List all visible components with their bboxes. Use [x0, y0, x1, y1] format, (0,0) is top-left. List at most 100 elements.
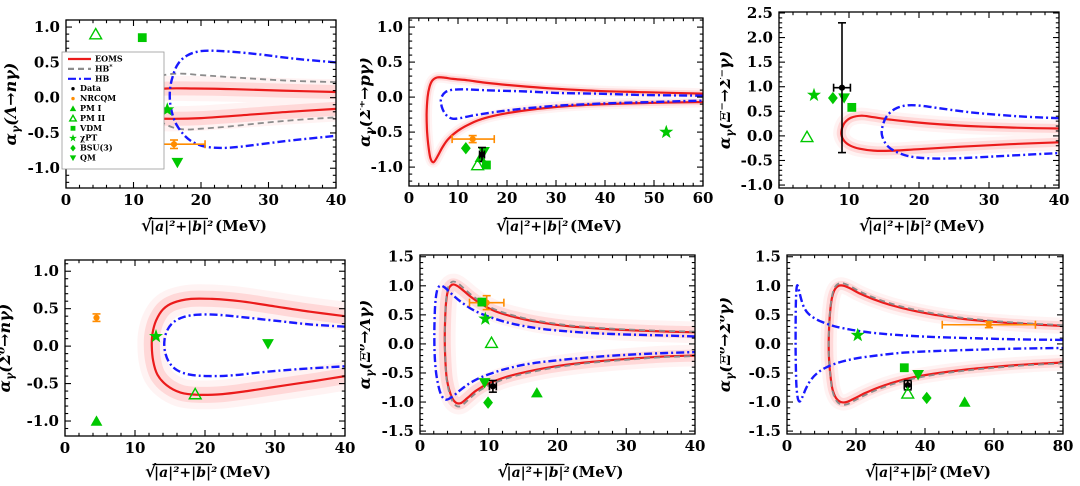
y-tick-label: 1.5 [747, 53, 773, 71]
y-tick-label: -1.0 [27, 412, 59, 430]
legend-item-eoms: EOMS [68, 54, 123, 64]
axis-ticks [419, 255, 696, 434]
marker-data [838, 84, 846, 91]
hb-contour [794, 284, 1063, 403]
x-tick-label: 40 [326, 191, 347, 209]
y-tick-label: -1.0 [371, 158, 403, 176]
y-tick-label: 0.5 [755, 306, 781, 324]
marker-pm-ii [88, 27, 103, 40]
marker-data [489, 383, 496, 390]
marker-bsu-3 [921, 391, 932, 405]
marker-qm [912, 370, 924, 381]
legend-marker-vdm [70, 125, 76, 131]
y-tick-label: 2.0 [747, 29, 773, 47]
marker-vdm [137, 33, 147, 43]
hb-contour [163, 313, 345, 378]
x-tick-label: 10 [125, 439, 146, 457]
marker-qm [262, 339, 274, 350]
y-tick-label: 0.0 [747, 127, 773, 145]
axis-ticks [408, 18, 704, 186]
y-tick-label: 0.0 [388, 335, 414, 353]
legend-marker-qm [69, 155, 77, 162]
x-tick-label: 30 [979, 191, 1000, 209]
panel-sigma-zero-to-n-gamma: 0 10 20 30 40 1.0 0.5 0.0 -0.5 -1.0 αγ(Σ⁰→nγ) √|a|²… [0, 240, 360, 486]
chart-xi-zero-to-lambda-gamma: 0 10 20 30 40 1.5 1.0 0.5 0.0 -0.5 -1.0 -1.5 αγ(Ξ⁰→Λ… [355, 248, 706, 482]
legend-marker-bsu-3 [70, 144, 76, 152]
x-tick-label: 0 [782, 437, 792, 455]
x-axis-label: √|a|²+|b|² (MeV) [865, 462, 991, 482]
marker-pm-i [530, 387, 543, 398]
legend-label: χPT [80, 133, 97, 143]
marker-bsu-3 [483, 396, 493, 409]
marker-pt [160, 102, 175, 116]
y-tick-label: 1.5 [755, 248, 781, 266]
legend-item-pm-ii: PM II [68, 113, 105, 123]
legend-item-hb: HB [68, 73, 110, 83]
y-tick-label: 1.0 [34, 18, 60, 36]
hb-contour [439, 88, 703, 121]
x-axis-label: √|a|²+|b|² (MeV) [141, 216, 267, 236]
y-tick-label: 0.0 [755, 335, 781, 353]
legend-marker-pt [69, 134, 77, 142]
y-tick-label: -0.5 [371, 123, 403, 141]
hb-contour [168, 49, 336, 150]
x-tick-label: 30 [265, 439, 286, 457]
plot-area [421, 71, 703, 168]
legend-item-data: Data [71, 83, 101, 93]
y-tick-label: 0.5 [34, 53, 60, 71]
legend-label: PM I [80, 103, 102, 113]
x-tick-label: 20 [497, 189, 518, 207]
chart-sigma-plus-to-p-gamma: 0 10 20 30 40 50 60 1.0 0.5 0.0 -0.5 -1.0 αγ(Σ⁺→pγ) √… [355, 17, 714, 236]
legend-item-nrcqm: NRCQM [71, 93, 116, 103]
marker-pm-i [90, 415, 103, 426]
y-axis-label: αγ(Ξ⁰→Σ⁰γ) [720, 297, 737, 392]
unit-label: (MeV) [939, 463, 991, 481]
x-tick-label: 10 [123, 191, 144, 209]
radical-sign: √ [141, 216, 153, 236]
y-tick-label: -0.5 [27, 375, 59, 393]
x-tick-label: 40 [685, 437, 706, 455]
x-tick-label: 80 [1053, 437, 1074, 455]
radicand-expression: |a|²+|b|² [505, 219, 568, 235]
unit-label: (MeV) [572, 463, 624, 481]
y-tick-label: 1.0 [33, 262, 59, 280]
y-axis-label: αγ(Σ⁰→nγ) [0, 304, 17, 393]
x-tick-label: 60 [693, 189, 714, 207]
marker-pt [807, 87, 821, 102]
axis-ticks [778, 12, 1060, 188]
marker-pm-i [958, 396, 971, 407]
y-tick-label: -1.5 [382, 422, 414, 440]
y-axis-label: αγ(Ξ⁰→Λγ) [360, 300, 377, 389]
marker-qm [171, 157, 184, 169]
panel-xi-minus-to-sigma-minus-gamma: 0 10 20 30 40 2.5 2.0 1.5 1.0 0.5 0.0 -0.5 -1.0 αγ(Ξ⁻… [715, 0, 1080, 244]
eoms-uncertainty-band-outer [820, 277, 1063, 411]
y-tick-label: 1.0 [755, 277, 781, 295]
plot-area [137, 284, 345, 410]
radical-sign: √ [496, 216, 508, 236]
radicand-expression: |a|²+|b|² [154, 465, 217, 481]
y-tick-label: 0.5 [377, 53, 403, 71]
radical-sign: √ [145, 462, 157, 482]
hb-contour [443, 280, 695, 408]
marker-qm [478, 378, 491, 389]
y-tick-label: 0.0 [33, 337, 59, 355]
legend-item-pt: χPT [69, 133, 97, 143]
y-tick-label: 0.5 [747, 102, 773, 120]
chart-xi-minus-to-sigma-minus-gamma: 0 10 20 30 40 2.5 2.0 1.5 1.0 0.5 0.0 -0.5 -1.0 αγ(Ξ⁻… [715, 4, 1069, 236]
legend-marker-data [71, 86, 75, 91]
x-tick-label: 0 [774, 191, 784, 209]
radical-sign: √ [859, 216, 871, 236]
radicand-expression: |a|²+|b|² [507, 465, 570, 481]
y-axis-label: αγ(Σ⁺→pγ) [360, 57, 377, 147]
marker-vdm [847, 102, 857, 112]
x-tick-label: 20 [195, 439, 216, 457]
x-axis-label: √|a|²+|b|² (MeV) [145, 462, 271, 482]
x-tick-label: 0 [61, 191, 71, 209]
y-tick-label: -0.5 [741, 151, 773, 169]
x-tick-label: 0 [404, 189, 414, 207]
marker-data [478, 151, 486, 158]
plot-frame [778, 11, 1060, 189]
x-tick-label: 40 [915, 437, 936, 455]
y-tick-label: 0.0 [377, 88, 403, 106]
